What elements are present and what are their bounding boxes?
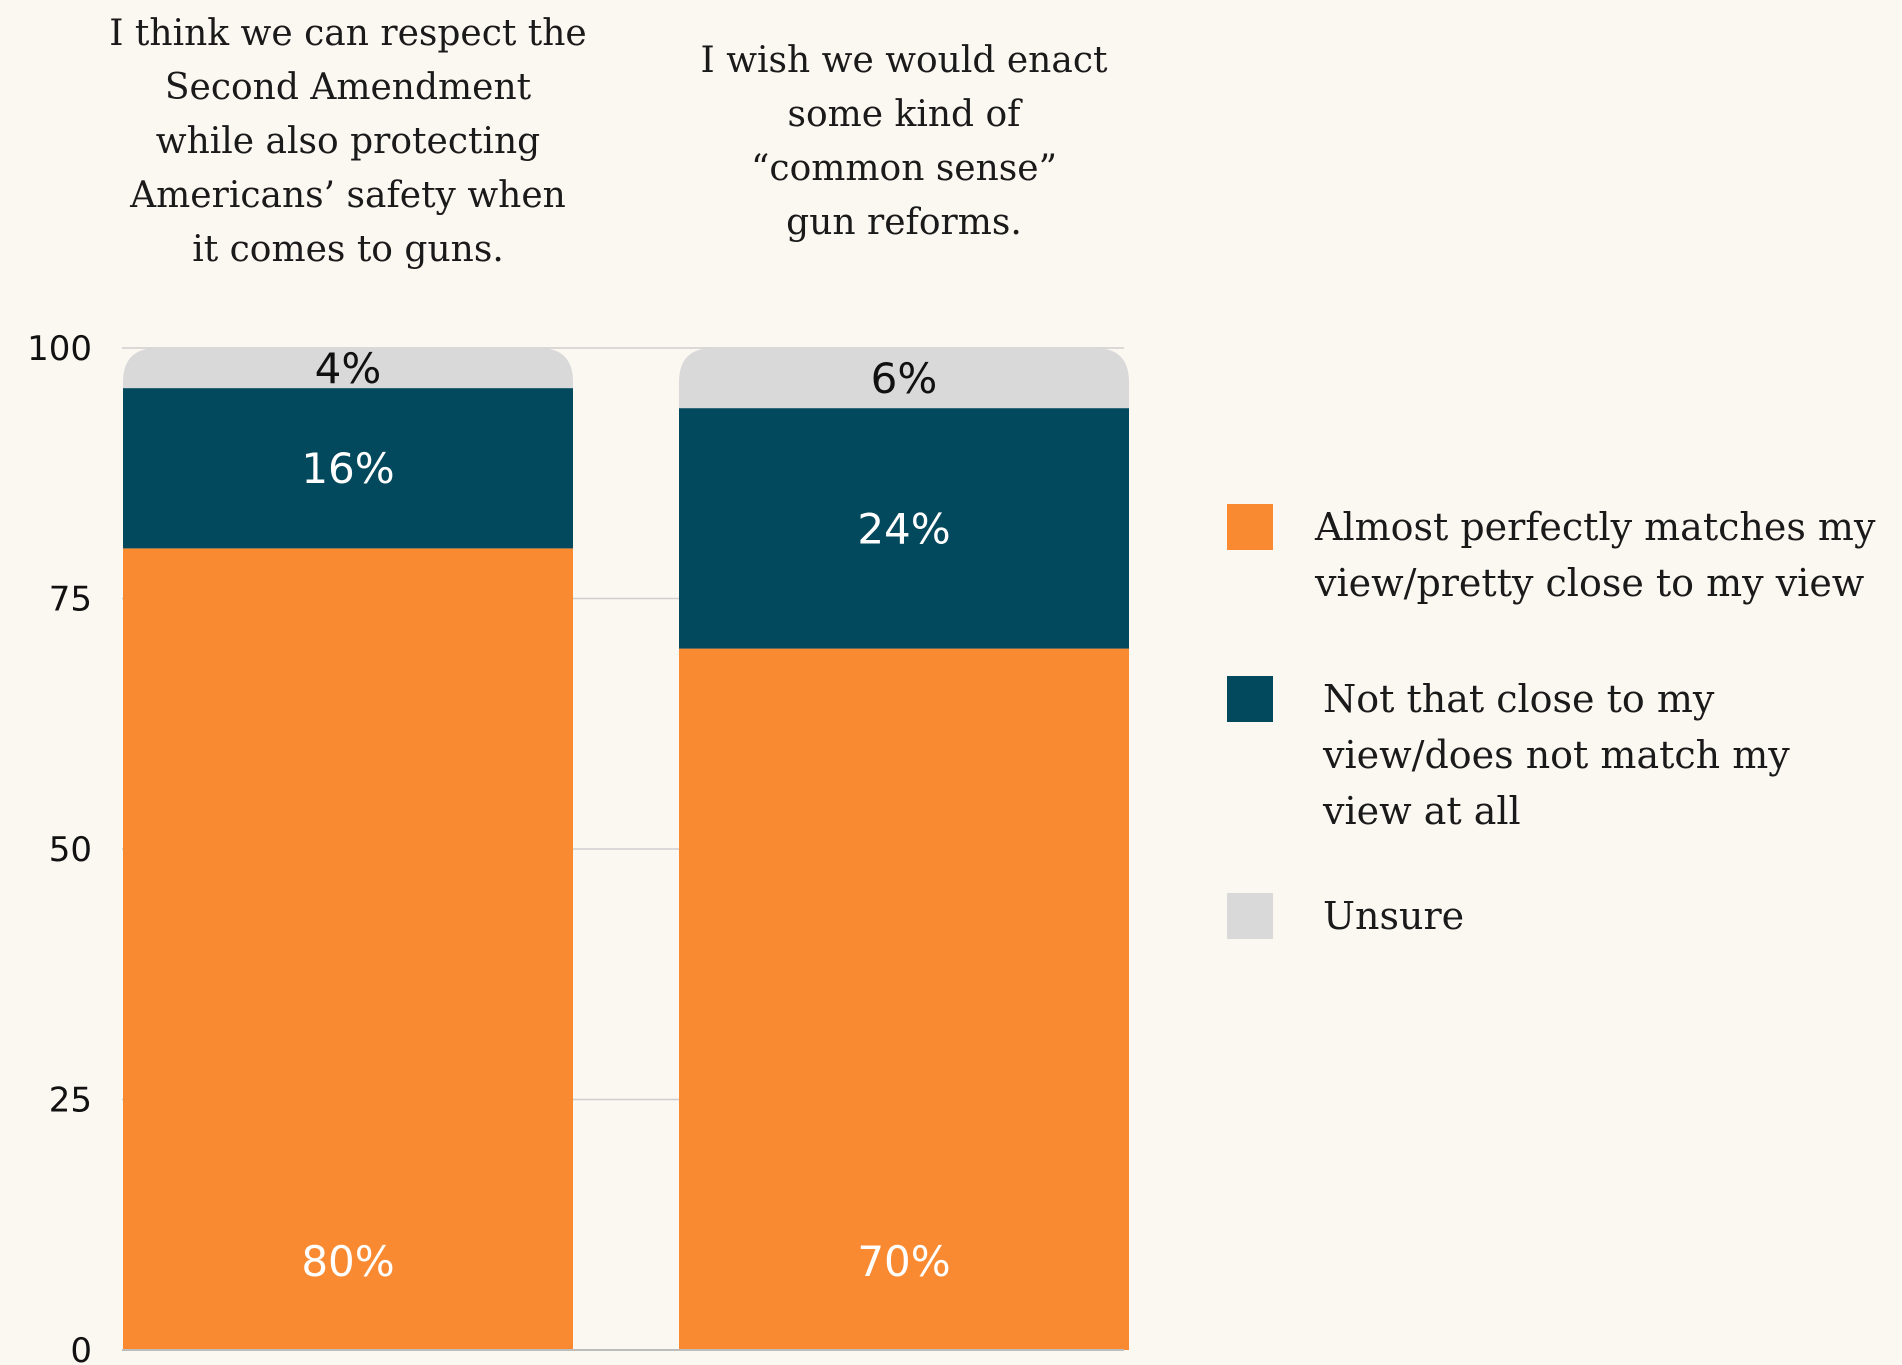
legend-swatch-2 bbox=[1227, 676, 1273, 722]
category-label-2-line-2: some kind of bbox=[787, 94, 1023, 135]
category-label-1-line-5: it comes to guns. bbox=[192, 229, 504, 270]
bar-1-segment-3 bbox=[123, 348, 573, 389]
category-label-1-line-2: Second Amendment bbox=[165, 67, 532, 108]
bar-2-segment-1 bbox=[679, 648, 1129, 1350]
legend-label-1: Almost perfectly matches my view/pretty c… bbox=[1314, 505, 1876, 605]
y-axis: 0 25 50 75 100 bbox=[27, 329, 1124, 1365]
bar-2-segment-2 bbox=[679, 408, 1129, 649]
y-tick-label-25: 25 bbox=[49, 1081, 92, 1121]
category-labels: I think we can respect the Second Amendme… bbox=[109, 13, 1108, 270]
y-tick-label-75: 75 bbox=[49, 580, 92, 620]
legend-label-2-line-2: view/does not match my bbox=[1322, 733, 1790, 777]
legend-label-1-line-2: view/pretty close to my view bbox=[1314, 561, 1865, 605]
data-label-bar-1-segment-1: 80% bbox=[301, 1237, 394, 1286]
category-label-2-line-4: gun reforms. bbox=[786, 202, 1022, 243]
category-label-1-line-4: Americans’ safety when bbox=[129, 175, 566, 216]
legend-label-3: Unsure bbox=[1323, 894, 1464, 938]
category-label-2-line-3: “common sense” bbox=[751, 148, 1057, 189]
bar-2-segment-3 bbox=[679, 348, 1129, 409]
bars: 80% 16% 4% 70% 24% 6% bbox=[123, 344, 1129, 1350]
category-label-2-line-1: I wish we would enact bbox=[701, 40, 1108, 81]
category-label-2: I wish we would enact some kind of “common… bbox=[701, 40, 1108, 243]
y-tick-label-100: 100 bbox=[27, 329, 92, 369]
legend-swatch-3 bbox=[1227, 893, 1273, 939]
legend-label-2-line-3: view at all bbox=[1322, 789, 1521, 833]
y-tick-label-0: 0 bbox=[70, 1331, 92, 1365]
data-label-bar-1-segment-3: 4% bbox=[315, 344, 382, 393]
category-label-1-line-1: I think we can respect the bbox=[109, 13, 586, 54]
data-label-bar-2-segment-2: 24% bbox=[857, 504, 950, 553]
bar-1-segment-2 bbox=[123, 388, 573, 549]
category-label-1: I think we can respect the Second Amendme… bbox=[109, 13, 586, 270]
data-label-bar-2-segment-3: 6% bbox=[871, 354, 938, 403]
legend: Almost perfectly matches my view/pretty c… bbox=[1227, 504, 1876, 939]
data-label-bar-2-segment-1: 70% bbox=[857, 1237, 950, 1286]
bar-1-segment-1 bbox=[123, 548, 573, 1350]
category-label-1-line-3: while also protecting bbox=[156, 121, 540, 162]
legend-swatch-1 bbox=[1227, 504, 1273, 550]
legend-label-2: Not that close to my view/does not match … bbox=[1322, 677, 1790, 833]
legend-label-3-line-1: Unsure bbox=[1323, 894, 1464, 938]
legend-label-2-line-1: Not that close to my bbox=[1323, 677, 1715, 721]
data-label-bar-1-segment-2: 16% bbox=[301, 444, 394, 493]
legend-label-1-line-1: Almost perfectly matches my bbox=[1314, 505, 1876, 549]
y-tick-label-50: 50 bbox=[49, 830, 92, 870]
